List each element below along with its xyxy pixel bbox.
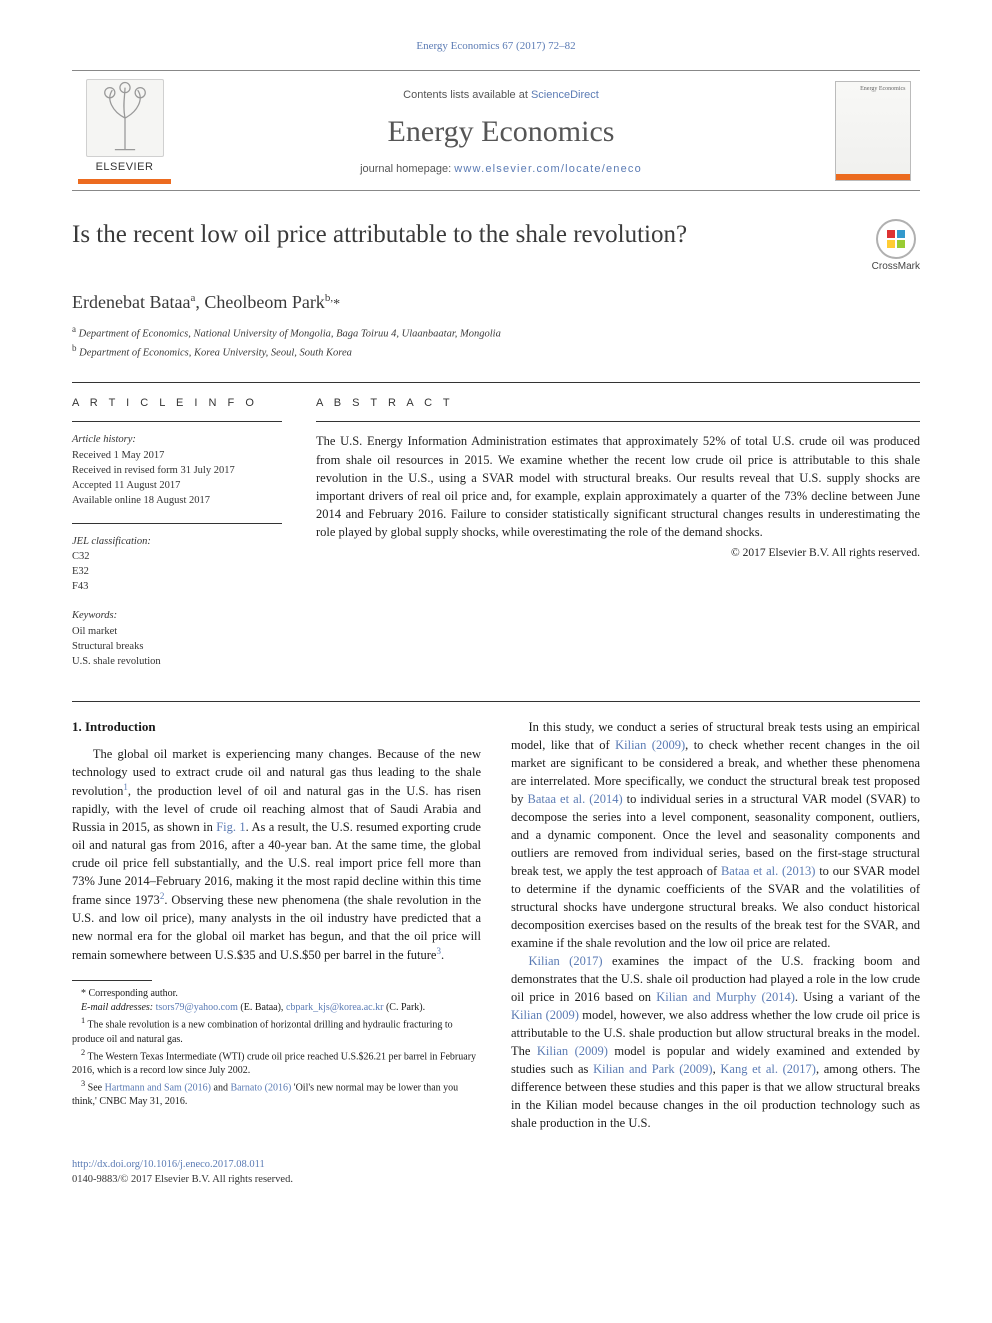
cite-barnato-2016[interactable]: Barnato (2016) [230,1082,291,1093]
author-1-affil: a [190,292,195,304]
jel-label: JEL classification: [72,534,282,549]
kw-1: Oil market [72,624,282,639]
doi-block: http://dx.doi.org/10.1016/j.eneco.2017.0… [72,1158,920,1187]
doi-link[interactable]: http://dx.doi.org/10.1016/j.eneco.2017.0… [72,1159,265,1170]
kw-2: Structural breaks [72,639,282,654]
cite-hartmann-sam-2016[interactable]: Hartmann and Sam (2016) [105,1082,211,1093]
cite-kilian-2017[interactable]: Kilian (2017) [529,954,603,968]
para-3: Kilian (2017) examines the impact of the… [511,952,920,1132]
abstract-col: A B S T R A C T The U.S. Energy Informat… [316,397,920,683]
author-2-affil: b, [325,292,333,304]
affiliations: a Department of Economics, National Univ… [72,323,920,360]
corresponding-star: * [333,297,340,312]
received-date: Received 1 May 2017 [72,448,282,463]
author-2: Cheolbeom Park [204,292,324,312]
running-head-link[interactable]: Energy Economics 67 (2017) 72–82 [416,40,575,52]
cite-kilian-park-2009[interactable]: Kilian and Park (2009) [593,1062,713,1076]
cite-kilian-2009-a[interactable]: Kilian (2009) [615,738,685,752]
crossmark-icon [876,219,916,259]
article-title: Is the recent low oil price attributable… [72,219,856,250]
body-columns: 1. Introduction The global oil market is… [72,718,920,1132]
journal-cover-thumbnail[interactable]: Energy Economics [835,81,911,181]
fn-2: 2 The Western Texas Intermediate (WTI) c… [72,1047,481,1078]
publisher-name: ELSEVIER [96,161,154,173]
author-1: Erdenebat Bataa [72,292,190,312]
cover-thumb-block: Energy Economics [825,71,920,190]
info-heading: A R T I C L E I N F O [72,397,282,409]
kw-3: U.S. shale revolution [72,654,282,669]
email-2[interactable]: cbpark_kjs@korea.ac.kr [286,1002,384,1013]
info-rule-1 [72,421,282,422]
abstract-copyright: © 2017 Elsevier B.V. All rights reserved… [316,547,920,559]
cover-orange-bar [836,174,910,180]
cite-kilian-2009-b[interactable]: Kilian (2009) [511,1008,579,1022]
info-rule-2 [72,523,282,524]
elsevier-tree-icon [86,79,164,157]
homepage-line: journal homepage: www.elsevier.com/locat… [185,163,817,175]
title-row: Is the recent low oil price attributable… [72,219,920,272]
crossmark-widget[interactable]: CrossMark [872,219,920,272]
masthead: ELSEVIER Contents lists available at Sci… [72,70,920,191]
abstract-rule [316,421,920,422]
jel-block: JEL classification: C32 E32 F43 [72,534,282,595]
cite-kang-2017[interactable]: Kang et al. (2017) [720,1062,816,1076]
keywords-label: Keywords: [72,608,282,623]
masthead-center: Contents lists available at ScienceDirec… [177,71,825,190]
cite-kilian-murphy-2014[interactable]: Kilian and Murphy (2014) [656,990,795,1004]
abstract-heading: A B S T R A C T [316,397,920,409]
issn-copyright: 0140-9883/© 2017 Elsevier B.V. All right… [72,1173,920,1188]
rule-top [72,382,920,383]
history-label: Article history: [72,432,282,447]
fn-3: 3 See Hartmann and Sam (2016) and Barnat… [72,1078,481,1109]
publisher-block: ELSEVIER [72,71,177,190]
footnotes: * Corresponding author. E-mail addresses… [72,987,481,1109]
sciencedirect-link[interactable]: ScienceDirect [531,89,599,101]
affil-b: Department of Economics, Korea Universit… [79,347,352,358]
cover-title: Energy Economics [840,86,906,92]
cite-kilian-2009-c[interactable]: Kilian (2009) [537,1044,608,1058]
info-abstract-row: A R T I C L E I N F O Article history: R… [72,397,920,683]
affil-a: Department of Economics, National Univer… [79,329,501,340]
homepage-prefix: journal homepage: [360,163,454,175]
email-1[interactable]: tsors79@yahoo.com [156,1002,238,1013]
contents-prefix: Contents lists available at [403,89,531,101]
article-history: Article history: Received 1 May 2017 Rec… [72,432,282,508]
fig-1-link[interactable]: Fig. 1 [216,820,245,834]
homepage-link[interactable]: www.elsevier.com/locate/eneco [454,163,642,175]
footnote-separator [72,980,152,981]
revised-date: Received in revised form 31 July 2017 [72,463,282,478]
accepted-date: Accepted 11 August 2017 [72,478,282,493]
orange-accent-bar [78,179,171,184]
crossmark-label: CrossMark [872,261,920,272]
contents-line: Contents lists available at ScienceDirec… [185,89,817,101]
fn-corresponding: * Corresponding author. [72,987,481,1001]
running-head: Energy Economics 67 (2017) 72–82 [72,40,920,52]
fn-emails: E-mail addresses: tsors79@yahoo.com (E. … [72,1001,481,1015]
abstract-text: The U.S. Energy Information Administrati… [316,432,920,541]
jel-2: E32 [72,564,282,579]
article-info: A R T I C L E I N F O Article history: R… [72,397,282,683]
para-2: In this study, we conduct a series of st… [511,718,920,952]
page: Energy Economics 67 (2017) 72–82 ELSEVIE… [0,0,992,1238]
cite-bataa-2013[interactable]: Bataa et al. (2013) [721,864,815,878]
fn-1: 1 The shale revolution is a new combinat… [72,1015,481,1046]
journal-name: Energy Economics [185,115,817,149]
section-1-heading: 1. Introduction [72,718,481,737]
keywords-block: Keywords: Oil market Structural breaks U… [72,608,282,669]
jel-3: F43 [72,579,282,594]
cite-bataa-2014[interactable]: Bataa et al. (2014) [528,792,623,806]
jel-1: C32 [72,549,282,564]
para-1: The global oil market is experiencing ma… [72,745,481,964]
online-date: Available online 18 August 2017 [72,493,282,508]
rule-mid [72,701,920,702]
authors: Erdenebat Bataaa, Cheolbeom Parkb,* [72,292,920,313]
